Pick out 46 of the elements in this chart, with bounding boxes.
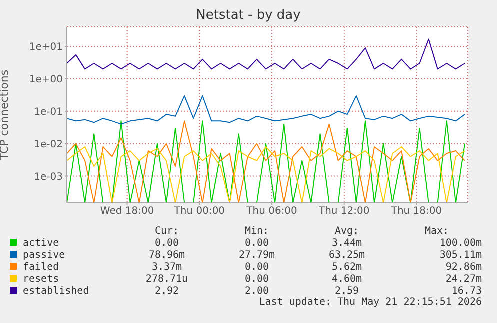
legend-label: established: [22, 285, 90, 297]
text: 2.59: [334, 285, 360, 297]
y-tick-label: 1e-03: [34, 172, 63, 183]
legend-label: resets: [22, 273, 60, 285]
legend-label: active: [22, 237, 60, 249]
y-axis-title: TCP connections: [0, 70, 11, 162]
text: 0.00: [154, 237, 180, 249]
text: 63.25m: [328, 249, 366, 261]
line-series: [67, 38, 466, 70]
legend-label: failed: [22, 261, 60, 273]
text: 24.27m: [444, 273, 482, 285]
text: 278.71u: [144, 273, 190, 285]
line-series: [67, 146, 466, 203]
text: 5.62m: [330, 261, 364, 273]
y-tick-label: 1e+00: [29, 74, 63, 86]
x-tick-label: Thu 18:00: [390, 206, 442, 218]
text: 27.79m: [238, 249, 276, 261]
chart-title: Netstat - by day: [195, 8, 302, 23]
x-tick-label: Thu 06:00: [246, 206, 298, 218]
text: Avg:: [334, 226, 360, 237]
line-series: [67, 95, 466, 125]
x-tick-label: Thu 00:00: [173, 206, 226, 218]
text: Cur:: [154, 226, 180, 237]
x-tick-label: Thu 12:00: [318, 206, 370, 218]
text: 0.00: [244, 237, 270, 249]
text: 92.86m: [444, 261, 482, 273]
line-series: [67, 120, 466, 203]
text: 100.00m: [438, 237, 482, 249]
y-tick-label: 1e-01: [34, 106, 63, 118]
text: 2.00: [244, 285, 270, 297]
text: 0.00: [244, 273, 270, 285]
text: Last update: Thu May 21 22:15:51 2026: [258, 297, 482, 308]
y-tick-label: 1e-02: [34, 139, 63, 150]
text: 16.73: [450, 285, 482, 297]
text: Max:: [424, 226, 450, 237]
legend-label: passive: [22, 249, 66, 261]
text: 3.37m: [150, 261, 184, 273]
y-tick-label: 1e+01: [29, 42, 63, 54]
text: 4.60m: [330, 273, 364, 285]
text: 3.44m: [330, 237, 364, 249]
text: Min:: [244, 226, 270, 237]
text: 2.92: [154, 285, 180, 297]
text: 305.11m: [438, 249, 482, 261]
x-tick-label: Wed 18:00: [100, 206, 154, 218]
text: 78.96m: [148, 249, 186, 261]
text: 0.00: [244, 261, 270, 273]
